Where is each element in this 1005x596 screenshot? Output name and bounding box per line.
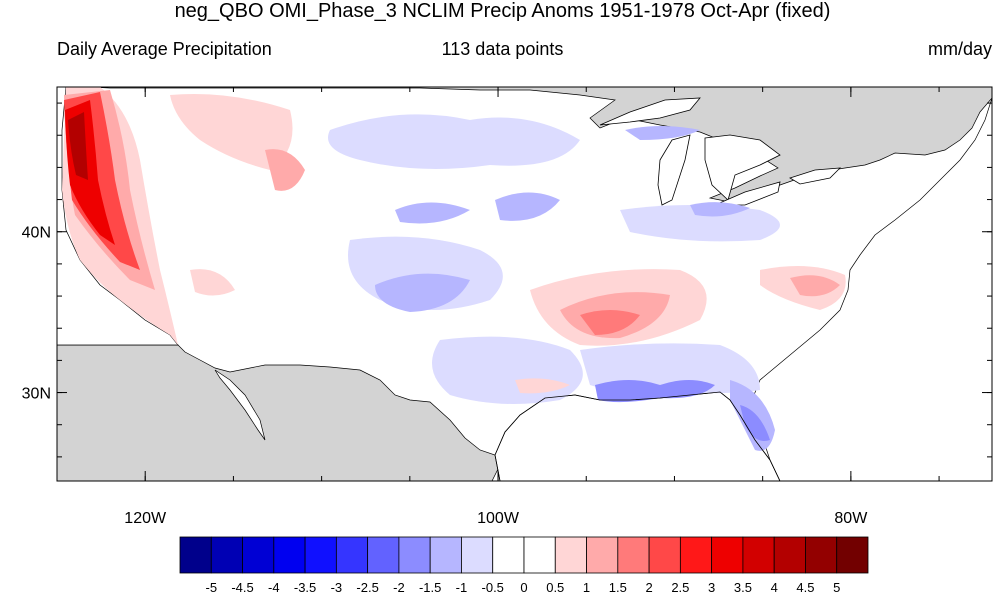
anomaly-patch: [595, 380, 715, 403]
colorbar-swatch: [304, 536, 337, 574]
x-tick-label: 80W: [834, 510, 868, 527]
colorbar-swatch: [461, 536, 494, 574]
colorbar-label: -1: [456, 580, 468, 595]
colorbar-label: 4: [771, 580, 778, 595]
anomaly-patch: [625, 126, 700, 140]
colorbar-label: -3: [331, 580, 343, 595]
atlantic-water: [751, 97, 992, 481]
anomaly-patch: [790, 275, 840, 297]
anomaly-patch: [265, 149, 305, 191]
colorbar-swatch: [367, 536, 400, 574]
colorbar-swatch: [711, 536, 744, 574]
anomaly-patch: [690, 202, 750, 217]
colorbar-swatch: [617, 536, 650, 574]
colorbar-label: 1.5: [609, 580, 627, 595]
colorbar-label: -1.5: [419, 580, 441, 595]
colorbar-swatch: [836, 536, 869, 574]
colorbar-swatch: [210, 536, 243, 574]
anomaly-patch: [170, 94, 293, 170]
colorbar-label: -2.5: [356, 580, 378, 595]
colorbar-label: -3.5: [294, 580, 316, 595]
colorbar-label: 2: [645, 580, 652, 595]
colorbar-swatch: [335, 536, 369, 574]
colorbar-label: 1: [583, 580, 590, 595]
colorbar-label: 3.5: [734, 580, 752, 595]
anomaly-patch: [740, 405, 770, 441]
colorbar-label: 5: [833, 580, 840, 595]
colorbar-label: -4: [268, 580, 280, 595]
colorbar-label: 4.5: [796, 580, 814, 595]
colorbar-swatch: [648, 536, 681, 574]
x-tick-label: 120W: [124, 510, 167, 527]
colorbar-swatch: [742, 536, 775, 574]
colorbar-swatch: [398, 536, 431, 574]
y-tick-label: 40N: [22, 225, 51, 242]
colorbar-swatch: [586, 536, 619, 574]
colorbar-label: -2: [393, 580, 405, 595]
coastlines: [494, 391, 781, 481]
anomaly-patch: [395, 202, 470, 224]
colorbar-swatch: [429, 536, 462, 574]
colorbar-label: 3: [708, 580, 715, 595]
subtitle-units: mm/day: [927, 39, 992, 59]
colorbar-swatch: [554, 536, 587, 574]
axis-ticks: 120W 100W 80W 40N 30N: [22, 87, 992, 527]
colorbar-label: -5: [205, 580, 217, 595]
colorbar: -5 -4.5 -4 -3.5 -3 -2.5 -2 -1.5 -1 -0.5 0 0.5 1 1.5 2 2…: [179, 536, 869, 595]
subtitle-left: Daily Average Precipitation: [57, 39, 272, 59]
baja-gulf-water: [214, 369, 266, 441]
colorbar-swatch: [179, 536, 212, 574]
colorbar-swatch: [805, 536, 838, 574]
colorbar-label: 0: [520, 580, 527, 595]
chart-title: neg_QBO OMI_Phase_3 NCLIM Precip Anoms 1…: [174, 0, 831, 22]
colorbar-swatch: [492, 536, 525, 574]
colorbar-label: -0.5: [482, 580, 504, 595]
colorbar-swatch: [523, 536, 556, 574]
great-lakes: [599, 97, 842, 206]
anomaly-patch: [68, 112, 88, 180]
colorbar-swatch: [242, 536, 275, 574]
colorbar-swatch: [273, 536, 306, 574]
anomaly-patch: [328, 114, 580, 169]
mexico-masked-region: [57, 344, 501, 481]
anomaly-patch: [495, 192, 560, 221]
subtitle-center: 113 data points: [441, 39, 564, 59]
anomaly-patch: [620, 205, 780, 242]
x-tick-label: 100W: [477, 510, 520, 527]
anomaly-patch: [432, 336, 583, 404]
map-frame: [56, 86, 993, 482]
colorbar-label: -4.5: [231, 580, 253, 595]
colorbar-label: 2.5: [671, 580, 689, 595]
anomaly-patch: [515, 378, 570, 394]
y-tick-label: 30N: [22, 386, 51, 403]
colorbar-swatch: [773, 536, 806, 574]
colorbar-label: 0.5: [546, 580, 564, 595]
anomaly-patch: [375, 273, 470, 312]
anomaly-patch: [580, 310, 640, 335]
anomaly-patch: [190, 269, 235, 296]
map-plot-area: [57, 87, 992, 481]
colorbar-swatch: [679, 536, 713, 574]
anomaly-shading: [62, 87, 846, 451]
